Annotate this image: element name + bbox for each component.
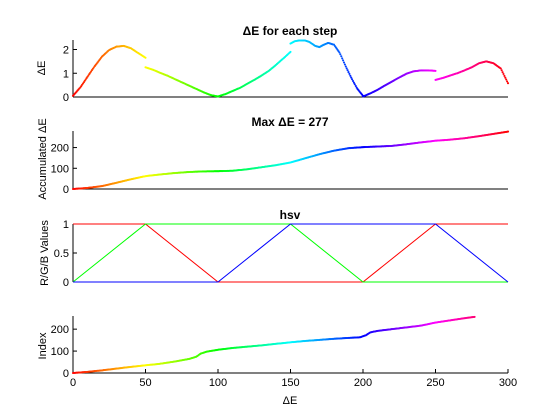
panel-index: Index ΔE 0 100 200 0 50 100 150 200 250 300: [37, 315, 517, 407]
y-tick-label: 0: [63, 184, 69, 196]
panel-1-ylabel: ΔE: [36, 61, 48, 76]
data-point: [502, 72, 505, 76]
data-point: [500, 69, 503, 72]
data-point: [351, 78, 354, 81]
data-point: [340, 55, 343, 58]
panel-1-title: ΔE for each step: [243, 24, 338, 38]
data-point: [348, 72, 351, 75]
x-axis-label: ΔE: [283, 395, 298, 407]
data-point: [346, 69, 349, 72]
panel-3-ylabel: R/G/B Values: [39, 220, 51, 286]
x-tick-label: 100: [209, 377, 227, 389]
data-point: [349, 74, 352, 77]
panel-hsv: hsv R/G/B Values 0 0.5 1: [39, 208, 509, 289]
data-point: [345, 67, 348, 70]
data-point: [351, 79, 355, 83]
panel-delta-e-steps: ΔE for each step ΔE 0 1 2: [36, 24, 510, 104]
panel-3-title: hsv: [280, 208, 301, 222]
data-point: [339, 53, 342, 56]
data-point: [473, 315, 476, 318]
y-tick-label: 1: [63, 68, 69, 80]
data-point: [506, 80, 509, 83]
data-point: [350, 76, 353, 79]
data-point: [342, 61, 346, 64]
data-point: [347, 71, 350, 74]
data-point: [506, 82, 510, 85]
data-point: [344, 65, 347, 68]
y-tick-label: 0.5: [54, 248, 69, 260]
panel-2-ylabel: Accumulated ΔE: [37, 118, 49, 199]
x-tick-label: 300: [499, 377, 517, 389]
x-tick-label: 250: [426, 377, 444, 389]
data-point: [499, 67, 502, 70]
series-line-2: [73, 223, 509, 283]
y-tick-label: 200: [51, 324, 69, 336]
data-point: [501, 71, 504, 74]
y-tick-label: 0: [63, 277, 69, 289]
panel-2-title: Max ΔE = 277: [251, 115, 328, 129]
panel-4-ylabel: Index: [37, 332, 49, 359]
data-point: [353, 83, 356, 86]
data-point: [505, 78, 508, 81]
x-tick-label: 50: [139, 377, 151, 389]
panel-accumulated: Max ΔE = 277 Accumulated ΔE 0 100 200: [37, 115, 510, 200]
data-point: [341, 57, 344, 60]
data-point: [338, 51, 341, 54]
y-tick-label: 0: [63, 368, 69, 380]
data-point: [504, 76, 507, 79]
y-tick-label: 0: [63, 92, 69, 104]
data-point: [342, 59, 345, 62]
x-tick-label: 150: [281, 377, 299, 389]
y-tick-label: 2: [63, 45, 69, 57]
y-tick-label: 1: [63, 219, 69, 231]
x-tick-label: 0: [70, 377, 76, 389]
data-point: [354, 84, 357, 88]
series-line-0: [73, 223, 508, 283]
data-point: [434, 69, 437, 72]
data-point: [352, 81, 355, 84]
data-point: [289, 50, 292, 53]
data-point: [144, 56, 147, 59]
y-tick-label: 100: [51, 163, 69, 175]
y-tick-label: 200: [51, 143, 69, 155]
data-point: [343, 63, 346, 66]
data-point: [503, 74, 506, 77]
x-tick-label: 200: [354, 377, 372, 389]
y-tick-label: 100: [51, 346, 69, 358]
data-point: [506, 130, 510, 133]
